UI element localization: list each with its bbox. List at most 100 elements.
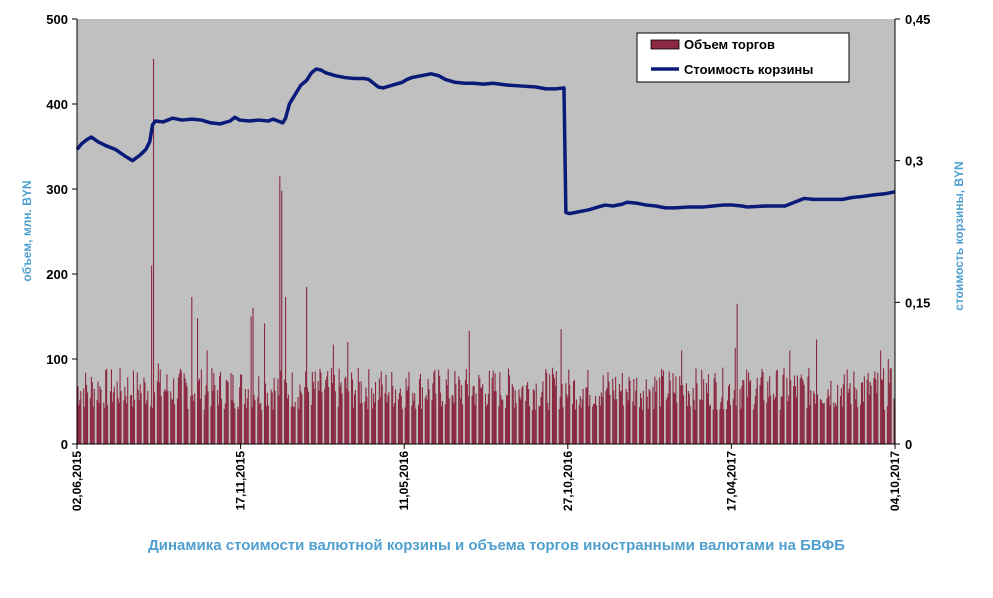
volume-bar	[170, 391, 172, 444]
volume-bar	[639, 393, 642, 444]
volume-bar	[424, 398, 426, 444]
volume-bar	[243, 403, 245, 444]
volume-bar	[440, 392, 442, 444]
volume-bar	[365, 387, 367, 444]
volume-bar	[648, 388, 650, 444]
volume-bar	[412, 392, 414, 444]
volume-bar	[799, 378, 801, 444]
volume-bar	[553, 378, 555, 444]
volume-bar	[426, 400, 428, 444]
volume-bar	[622, 405, 624, 444]
volume-bar	[647, 408, 649, 444]
volume-bar	[848, 388, 850, 444]
volume-bar	[210, 406, 212, 444]
volume-bar	[587, 369, 589, 444]
volume-bar	[86, 384, 88, 444]
volume-bar	[683, 395, 685, 444]
volume-bar	[619, 391, 621, 444]
volume-bar	[324, 388, 326, 444]
x-tick-label: 04,10,2017	[888, 451, 902, 511]
volume-bar	[174, 404, 176, 444]
volume-bar	[278, 395, 280, 444]
volume-bar	[78, 405, 80, 444]
volume-bar	[331, 383, 333, 444]
volume-bar	[344, 378, 346, 444]
volume-bar	[451, 395, 453, 444]
volume-bar	[736, 303, 738, 444]
volume-bar	[357, 367, 359, 444]
volume-bar	[80, 391, 82, 444]
chart-caption: Динамика стоимости валютной корзины и об…	[148, 537, 845, 554]
volume-bar	[506, 395, 508, 444]
volume-bar	[120, 391, 122, 444]
volume-bar	[117, 398, 119, 444]
volume-bar	[548, 409, 550, 444]
volume-bar	[230, 373, 232, 444]
volume-bar	[816, 394, 819, 444]
volume-bar	[246, 398, 248, 444]
volume-bar	[654, 376, 656, 444]
volume-bar	[733, 389, 735, 444]
volume-bar	[708, 406, 710, 444]
volume-bar	[143, 377, 145, 444]
volume-bar	[207, 391, 209, 444]
volume-bar	[703, 379, 705, 444]
volume-bar	[358, 382, 360, 444]
volume-bar	[830, 380, 832, 444]
volume-bar	[244, 389, 246, 444]
volume-bar	[636, 377, 638, 444]
volume-bar	[459, 379, 461, 444]
volume-bar	[568, 369, 570, 444]
volume-bar	[127, 377, 129, 444]
legend-volume-label: Объем торгов	[684, 37, 775, 52]
x-tick-label: 17,11,2015	[234, 451, 248, 511]
volume-bar	[546, 372, 548, 444]
volume-bar	[515, 403, 517, 444]
volume-bar	[485, 406, 488, 444]
volume-bar	[385, 374, 387, 444]
volume-bar	[646, 396, 648, 444]
volume-bar	[541, 391, 543, 444]
volume-bar	[573, 379, 576, 444]
volume-bar	[484, 393, 487, 444]
volume-bar	[173, 378, 175, 444]
volume-bar	[367, 409, 369, 444]
volume-bar	[166, 374, 168, 444]
volume-bar	[500, 395, 502, 444]
volume-bar	[372, 408, 374, 444]
volume-bar	[513, 407, 515, 444]
volume-bar	[840, 388, 842, 444]
volume-bar	[432, 383, 434, 444]
volume-bar	[741, 386, 743, 444]
volume-bar	[164, 388, 166, 444]
volume-bar	[525, 400, 527, 444]
volume-bar	[681, 350, 683, 444]
volume-bar	[605, 390, 607, 444]
volume-bar	[560, 329, 562, 444]
volume-bar	[474, 404, 476, 444]
volume-bar	[225, 379, 227, 444]
volume-bar	[518, 389, 520, 444]
volume-bar	[790, 380, 792, 444]
volume-bar	[886, 405, 888, 444]
volume-bar	[565, 383, 567, 444]
volume-bar	[200, 369, 202, 444]
volume-bar	[415, 408, 417, 444]
volume-bar	[868, 394, 870, 444]
volume-bar	[284, 379, 286, 444]
volume-bar	[479, 378, 481, 444]
volume-bar	[498, 406, 500, 444]
volume-bar	[475, 393, 477, 444]
volume-bar	[481, 387, 483, 444]
volume-bar	[79, 399, 81, 444]
volume-bar	[381, 384, 383, 444]
volume-bar	[346, 388, 348, 444]
volume-bar	[212, 390, 214, 444]
left-tick-label: 0	[61, 437, 68, 452]
volume-bar	[125, 395, 127, 444]
volume-bar	[294, 402, 296, 444]
volume-bar	[726, 409, 728, 444]
volume-bar	[130, 395, 133, 444]
volume-bar	[861, 382, 864, 444]
